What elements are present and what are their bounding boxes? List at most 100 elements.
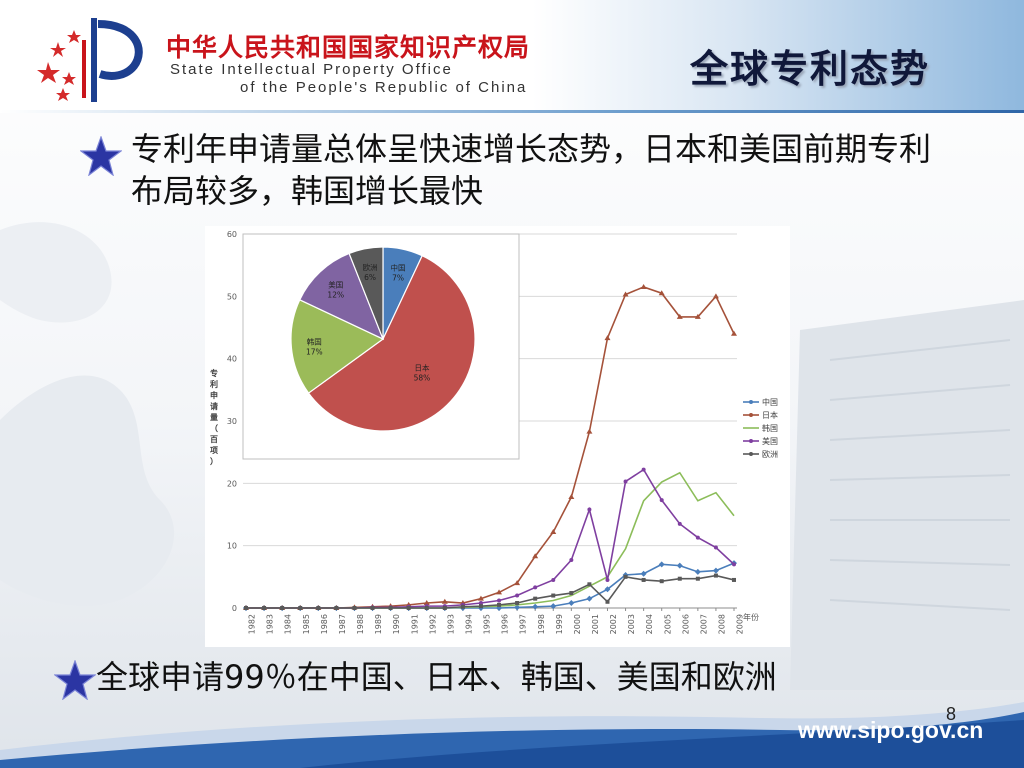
y-axis-label-char: 申 — [210, 390, 218, 400]
x-tick-label: 1999 — [555, 614, 564, 634]
data-point — [244, 606, 248, 610]
header-bar — [0, 0, 1024, 112]
data-point — [406, 606, 411, 610]
legend-label: 中国 — [762, 397, 778, 407]
data-point — [605, 599, 610, 604]
data-point — [732, 562, 736, 567]
data-point — [713, 573, 718, 578]
data-point — [586, 428, 593, 434]
data-point — [551, 593, 556, 598]
pie-slice — [348, 246, 384, 340]
data-point — [477, 595, 484, 601]
x-tick-label: 2009 — [736, 614, 745, 634]
legend-marker — [749, 400, 753, 404]
pie-slice-label: 日本 — [414, 362, 429, 372]
series-line — [246, 574, 735, 609]
y-tick-label: 30 — [227, 417, 237, 426]
x-tick-label: 1990 — [392, 614, 401, 634]
x-tick-label: 1997 — [519, 614, 528, 634]
y-axis-label-char: 项 — [210, 446, 218, 455]
y-tick-label: 0 — [232, 604, 237, 613]
org-name-en-line2: of the People's Republic of China — [240, 79, 528, 96]
y-tick-label: 50 — [227, 292, 237, 301]
data-point — [550, 528, 557, 534]
data-point — [388, 606, 393, 610]
data-point — [640, 570, 647, 577]
data-point — [478, 601, 483, 606]
data-point — [658, 561, 665, 568]
slide-title: 全球专利态势 — [690, 46, 931, 91]
data-point — [732, 577, 736, 582]
sipo-logo — [37, 18, 143, 102]
data-point — [370, 606, 375, 610]
x-tick-label: 2002 — [609, 614, 618, 634]
y-tick-label: 20 — [227, 479, 237, 488]
x-tick-label: 1989 — [374, 614, 383, 634]
x-tick-label: 2006 — [681, 614, 690, 634]
data-point — [334, 606, 339, 610]
data-point — [316, 606, 321, 610]
data-point — [694, 313, 701, 319]
x-tick-label: 1992 — [428, 614, 437, 634]
data-point — [712, 293, 719, 299]
data-point — [731, 330, 737, 336]
data-point — [676, 313, 683, 319]
bullet-text-1: 专利年申请量总体呈快速增长态势，日本和美国前期专利布局较多，韩国增长最快 — [131, 130, 932, 210]
data-point — [694, 568, 701, 575]
data-point — [659, 498, 664, 503]
y-tick-label: 40 — [227, 355, 237, 364]
data-point — [460, 604, 465, 609]
legend-label: 日本 — [762, 410, 778, 420]
data-point — [712, 567, 719, 574]
pie-slice-value: 12% — [327, 291, 344, 300]
pie-slice-value: 7% — [392, 274, 404, 283]
line-chart: 0 10 20 30 40 50 60 1982 1983 1984 1985 1986 1987 198… — [209, 230, 778, 634]
data-point — [550, 603, 557, 610]
x-tick-label: 1996 — [501, 614, 510, 634]
x-tick-label: 1991 — [410, 614, 419, 634]
legend-marker — [749, 439, 753, 443]
data-point — [695, 535, 700, 540]
data-point — [604, 586, 611, 593]
data-point — [641, 467, 646, 472]
bullet-star-icon — [80, 136, 122, 176]
data-point — [298, 606, 303, 610]
legend-label: 欧洲 — [762, 449, 778, 459]
pie-slice — [290, 299, 385, 394]
series-line — [246, 471, 735, 609]
data-point — [623, 479, 628, 484]
pie-slice-label: 美国 — [328, 280, 343, 290]
data-point — [677, 576, 682, 581]
pie-slice — [307, 254, 476, 432]
x-tick-label: 1998 — [537, 614, 546, 634]
x-tick-label: 1986 — [320, 614, 329, 634]
y-axis-label-char: 百 — [210, 435, 218, 444]
data-point — [533, 585, 538, 590]
series-line — [246, 468, 735, 609]
pie-slice-label: 欧洲 — [363, 262, 378, 272]
page-number: 8 — [946, 704, 957, 724]
data-point — [587, 582, 592, 587]
data-point — [424, 606, 429, 610]
data-point — [623, 574, 628, 579]
footer-band — [0, 702, 1024, 768]
x-axis-label: 年份 — [743, 612, 759, 622]
data-point — [262, 606, 267, 610]
data-point — [497, 598, 502, 603]
x-tick-label: 1993 — [446, 614, 455, 634]
x-tick-label: 2007 — [699, 614, 708, 634]
x-tick-label: 2001 — [591, 614, 600, 634]
data-point — [659, 579, 664, 584]
x-tick-label: 1985 — [302, 614, 311, 634]
chart-panel: 0 10 20 30 40 50 60 1982 1983 1984 1985 1986 1987 198… — [205, 226, 790, 647]
data-point — [676, 562, 683, 569]
data-point — [713, 545, 718, 550]
x-tick-label: 1987 — [338, 614, 347, 634]
y-axis-label-char: 专 — [210, 368, 218, 378]
data-point — [640, 283, 647, 289]
data-point — [622, 291, 629, 297]
legend-label: 美国 — [762, 436, 778, 446]
header-divider — [0, 110, 1024, 113]
